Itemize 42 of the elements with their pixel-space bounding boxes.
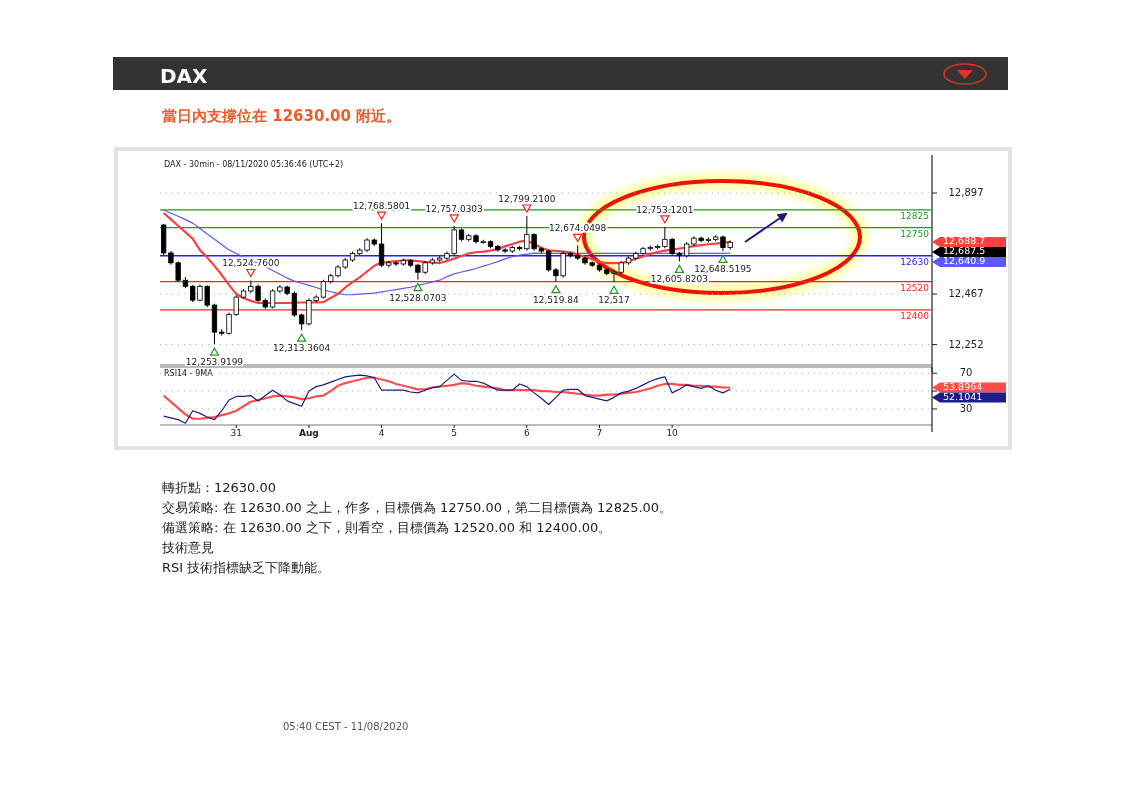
ref-line-label: 12520 (900, 282, 930, 293)
chart-subtitle: 當日內支撐位在 12630.00 附近。 (162, 107, 402, 125)
text: 05:40 CEST - 11/08/2020 (283, 721, 409, 732)
x-tick-label: Aug (299, 428, 319, 439)
x-tick-label: 10 (666, 428, 679, 439)
annotation: 12,768.5801 (352, 201, 411, 212)
text: 12,687.5 (943, 245, 986, 257)
text: RSI 技術指標缺乏下降動能。 (162, 560, 331, 575)
text: 52.1041 (943, 391, 983, 403)
ref-line-label: 12825 (900, 210, 929, 221)
text: 交易策略: 在 12630.00 之上，作多，目標價為 12750.00，第二目標價為 12825.00。 (162, 500, 673, 515)
ref-line-label: 12630 (900, 256, 930, 267)
x-tick-label: 4 (378, 428, 385, 439)
chart-title: RSI14 - 9MA (164, 369, 214, 378)
text: 轉折點：12630.00 (162, 480, 277, 495)
chart-title: DAX (160, 64, 209, 88)
x-tick-label: 6 (523, 428, 530, 439)
candlestick (320, 279, 327, 300)
annotation: 12,799.2100 (498, 194, 556, 205)
annotation: 12,313.3604 (273, 343, 331, 354)
ref-line-label: 12400 (900, 310, 930, 321)
x-tick-label: 31 (230, 428, 242, 439)
text: 備選策略: 在 12630.00 之下，則看空，目標價為 12520.00 和 12400.00。 (162, 520, 612, 535)
text: 53.8964 (943, 381, 983, 393)
y-tick-label: 12,467 (948, 288, 984, 300)
annotation: DAX - 30min - 08/11/2020 05:36:46 (UTC+2) (164, 160, 344, 169)
text: 12,688.7 (943, 235, 986, 247)
text: 技術意見 (161, 540, 214, 555)
y-tick-label: 12,897 (948, 187, 984, 199)
candlestick (378, 222, 385, 268)
x-tick-label: 5 (451, 428, 458, 439)
y-tick-label: 12,252 (948, 338, 984, 350)
y-tick-label: 70 (959, 367, 973, 379)
annotation: 12,648.5195 (694, 264, 752, 275)
annotation: 12,528.0703 (389, 292, 447, 303)
annotation: 12,519.84 (532, 294, 580, 305)
ref-line-label: 12750 (900, 228, 930, 239)
annotation: 12,517 (598, 295, 630, 306)
text: 12,640.9 (943, 255, 986, 267)
y-tick-label: 30 (959, 402, 973, 414)
x-tick-label: 7 (596, 428, 603, 439)
annotation: 12,253.9199 (185, 357, 244, 368)
